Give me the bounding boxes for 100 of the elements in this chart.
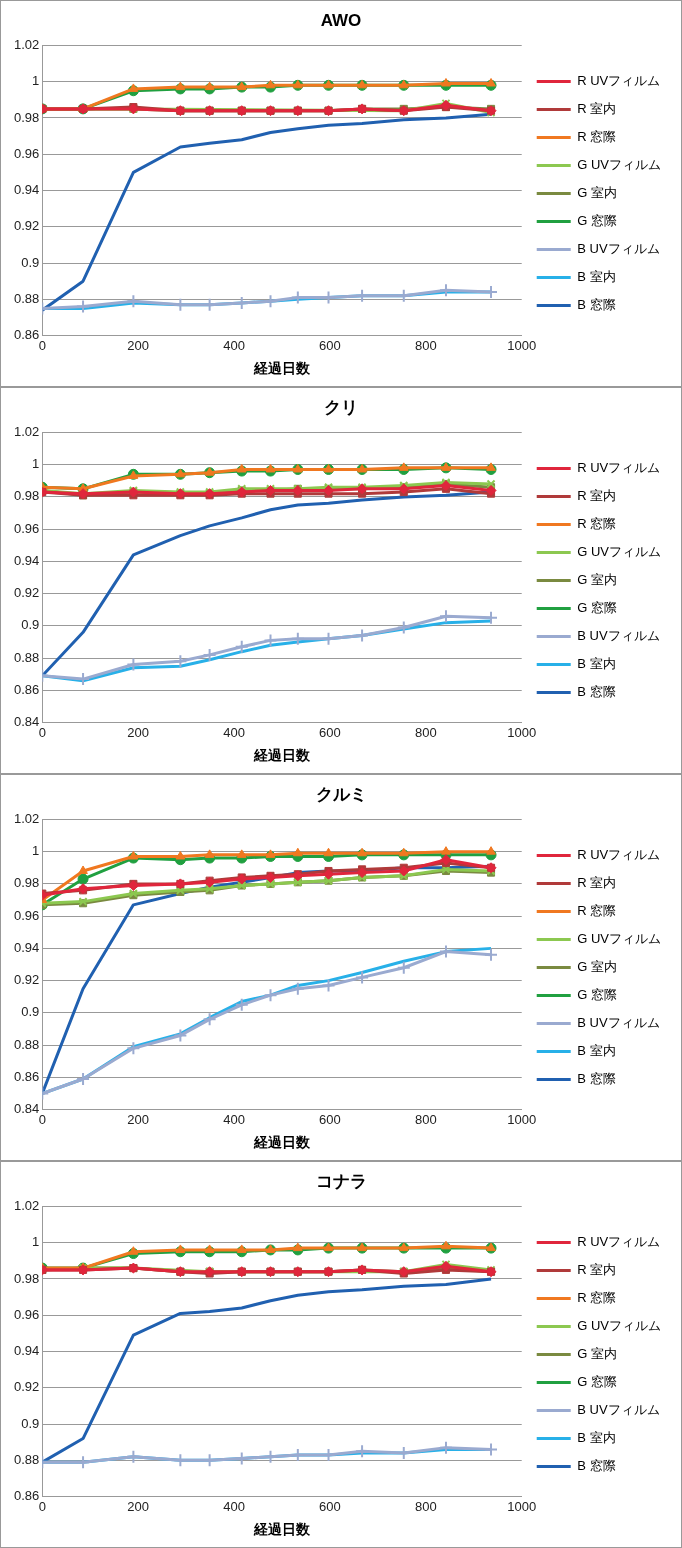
x-tick-label: 800 — [414, 724, 437, 740]
y-tick-label: 0.96 — [13, 907, 40, 923]
y-tick-label: 0.94 — [13, 182, 40, 198]
legend-label: B 窓際 — [577, 684, 616, 700]
y-tick-label: 0.96 — [13, 1306, 40, 1322]
y-tick-label: 1 — [32, 456, 40, 472]
y-tick-label: 0.86 — [13, 681, 40, 697]
x-tick-label: 400 — [223, 337, 245, 353]
x-tick-label: 600 — [319, 724, 341, 740]
legend-label: B UVフィルム — [577, 1015, 660, 1031]
legend-label: R UVフィルム — [577, 460, 661, 476]
chart-title: コナラ — [315, 1171, 367, 1191]
legend-label: G UVフィルム — [577, 157, 662, 173]
legend-label: R 窓際 — [577, 1290, 617, 1306]
y-tick-label: 0.92 — [13, 1379, 40, 1395]
legend-label: R 窓際 — [577, 129, 617, 145]
y-tick-label: 0.84 — [13, 1101, 40, 1117]
legend-label: G UVフィルム — [577, 544, 662, 560]
y-tick-label: 0.88 — [13, 649, 40, 665]
x-tick-label: 600 — [319, 1111, 341, 1127]
y-tick-label: 0.98 — [13, 488, 40, 504]
legend-label: R 窓際 — [577, 516, 617, 532]
legend-label: R 室内 — [577, 488, 617, 504]
legend-label: B 室内 — [577, 1430, 616, 1446]
x-tick-label: 600 — [319, 1498, 341, 1514]
legend-label: G 室内 — [577, 185, 617, 201]
x-tick-label: 1000 — [507, 724, 537, 740]
y-tick-label: 0.86 — [13, 1068, 40, 1084]
x-axis-title: 経過日数 — [253, 1134, 312, 1151]
y-tick-label: 1 — [32, 1234, 40, 1250]
legend-label: R UVフィルム — [577, 73, 661, 89]
y-tick-label: 0.98 — [13, 1270, 40, 1286]
y-tick-label: 0.94 — [13, 1343, 40, 1359]
legend-label: R UVフィルム — [577, 1234, 661, 1250]
x-tick-label: 800 — [414, 1498, 437, 1514]
legend-label: G 室内 — [577, 959, 617, 975]
y-tick-label: 0.84 — [13, 714, 40, 730]
legend-label: B 室内 — [577, 1043, 616, 1059]
y-tick-label: 1 — [32, 843, 40, 859]
y-tick-label: 0.88 — [13, 1036, 40, 1052]
legend-label: B UVフィルム — [577, 241, 660, 257]
y-tick-label: 0.98 — [13, 109, 40, 125]
y-tick-label: 1.02 — [13, 36, 40, 52]
y-tick-label: 0.96 — [13, 520, 40, 536]
legend-label: B UVフィルム — [577, 628, 660, 644]
legend-label: R 窓際 — [577, 903, 617, 919]
x-tick-label: 200 — [127, 337, 150, 353]
legend-label: B 室内 — [577, 269, 616, 285]
x-tick-label: 400 — [223, 1498, 245, 1514]
chart-title: クリ — [324, 397, 358, 417]
x-tick-label: 800 — [414, 1111, 437, 1127]
legend-label: G 窓際 — [577, 213, 617, 229]
y-tick-label: 0.92 — [13, 218, 40, 234]
legend-label: B UVフィルム — [577, 1402, 660, 1418]
legend-label: G 窓際 — [577, 1374, 617, 1390]
chart-title: クルミ — [315, 784, 367, 804]
y-tick-label: 0.9 — [21, 1004, 40, 1020]
legend-label: R 室内 — [577, 1262, 617, 1278]
y-tick-label: 0.94 — [13, 939, 40, 955]
y-tick-label: 0.98 — [13, 875, 40, 891]
x-tick-label: 400 — [223, 724, 245, 740]
x-axis-title: 経過日数 — [253, 360, 312, 377]
y-tick-label: 0.92 — [13, 585, 40, 601]
x-tick-label: 1000 — [507, 337, 537, 353]
legend-label: G 窓際 — [577, 600, 617, 616]
y-tick-label: 0.86 — [13, 327, 40, 343]
x-tick-label: 800 — [414, 337, 437, 353]
legend-label: B 窓際 — [577, 1458, 616, 1474]
legend-label: R UVフィルム — [577, 847, 661, 863]
legend-label: G 窓際 — [577, 987, 617, 1003]
y-tick-label: 1.02 — [13, 1197, 40, 1213]
y-tick-label: 0.9 — [21, 1415, 40, 1431]
y-tick-label: 0.9 — [21, 617, 40, 633]
legend-label: B 室内 — [577, 656, 616, 672]
x-tick-label: 1000 — [507, 1498, 537, 1514]
x-tick-label: 200 — [127, 1111, 150, 1127]
legend-label: G UVフィルム — [577, 931, 662, 947]
y-tick-label: 0.86 — [13, 1488, 40, 1504]
y-tick-label: 1.02 — [13, 423, 40, 439]
x-tick-label: 0 — [38, 724, 46, 740]
x-tick-label: 600 — [319, 337, 341, 353]
y-tick-label: 0.9 — [21, 254, 40, 270]
x-tick-label: 200 — [127, 724, 150, 740]
x-tick-label: 0 — [38, 1111, 46, 1127]
y-tick-label: 0.88 — [13, 1451, 40, 1467]
y-tick-label: 1 — [32, 73, 40, 89]
x-axis-title: 経過日数 — [253, 1521, 312, 1538]
x-tick-label: 1000 — [507, 1111, 537, 1127]
x-axis-title: 経過日数 — [253, 747, 312, 764]
legend-label: R 室内 — [577, 101, 617, 117]
x-tick-label: 0 — [38, 1498, 46, 1514]
chart-title: AWO — [320, 10, 362, 30]
y-tick-label: 1.02 — [13, 810, 40, 826]
x-tick-label: 0 — [38, 337, 46, 353]
y-tick-label: 0.88 — [13, 290, 40, 306]
legend-label: G 室内 — [577, 1346, 617, 1362]
legend-label: B 窓際 — [577, 1071, 616, 1087]
legend-label: G UVフィルム — [577, 1318, 662, 1334]
legend-label: B 窓際 — [577, 297, 616, 313]
y-tick-label: 0.96 — [13, 145, 40, 161]
